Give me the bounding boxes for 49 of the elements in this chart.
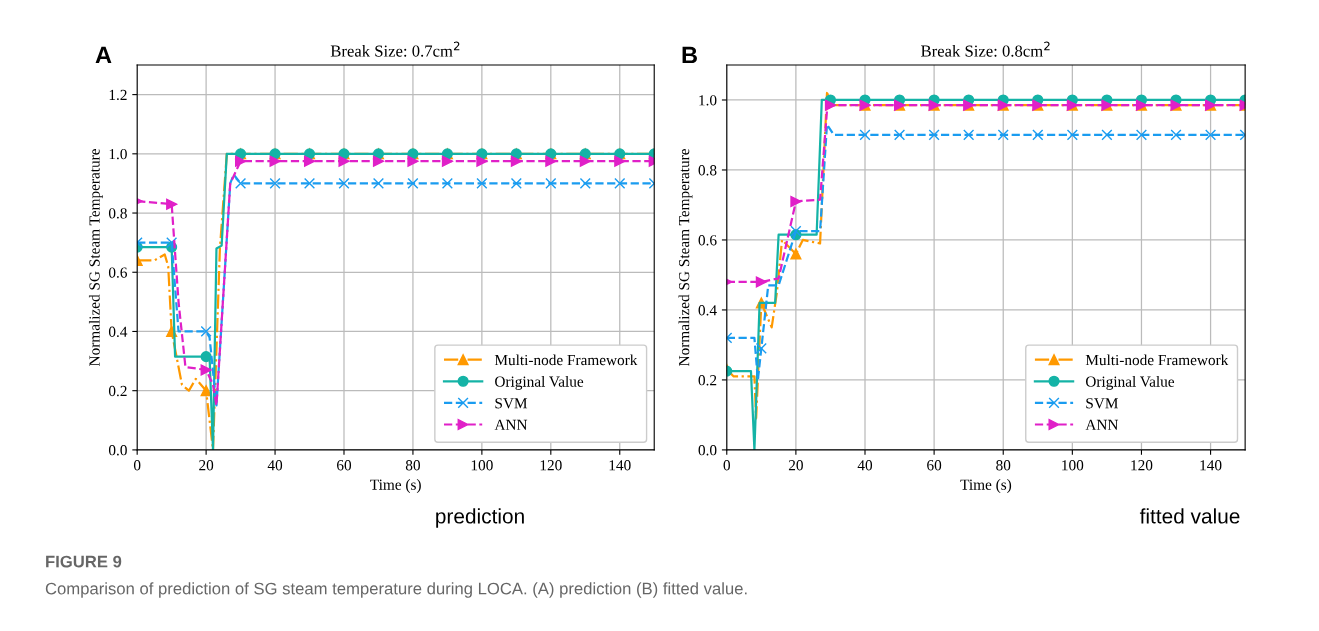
text: Comparison of prediction of SG steam temperature during LOCA. (A) prediction (B) fitted value. (45, 582, 747, 598)
x-tick-label: 100 (1062, 460, 1084, 471)
x-tick-label: 40 (267, 460, 283, 471)
y-tick-label: 1.0 (699, 95, 717, 106)
y-tick-label: 0.8 (698, 165, 717, 176)
legend-label: ANN (1085, 419, 1119, 430)
y-tick-label: 0.6 (108, 267, 127, 278)
caption: FIGURE 9 (46, 555, 122, 568)
x-tick-label: 20 (788, 460, 803, 471)
x-axis-title: Time (s) (960, 479, 1012, 493)
legend-label: Multi-node Framework (494, 354, 638, 366)
y-tick-label: 0.0 (108, 445, 127, 456)
y-tick-label: 0.4 (108, 326, 128, 337)
text: fitted value (1139, 508, 1240, 524)
x-tick-label: 80 (996, 460, 1011, 471)
x-tick-label: 0 (723, 460, 731, 471)
x-tick-label: 100 (471, 460, 493, 471)
x-tick-label: 0 (133, 460, 141, 471)
legend-label: Original Value (495, 376, 584, 390)
legend-label: ANN (494, 419, 528, 430)
y-tick-label: 1.2 (109, 89, 127, 101)
y-tick-label: 0.2 (108, 385, 127, 397)
text: prediction (436, 508, 524, 528)
y-tick-label: 0.6 (698, 235, 717, 246)
x-tick-label: 60 (337, 460, 352, 471)
x-tick-label: 80 (405, 460, 420, 471)
x-tick-label: 120 (540, 460, 562, 471)
y-axis-title: Normalized SG Steam Temperature (678, 148, 693, 366)
y-tick-label: 0.4 (698, 305, 717, 316)
y-tick-label: 1.0 (109, 148, 127, 160)
legend-label: SVM (495, 398, 528, 409)
y-tick-label: 0.8 (108, 208, 127, 219)
text: B (682, 46, 697, 64)
legend-label: SVM (1086, 398, 1119, 409)
chart-title: Break Size: 0.7cm$^{2}$ (330, 41, 460, 57)
y-axis-title: Normalized SG Steam Temperature (88, 148, 103, 366)
text: A (95, 46, 112, 64)
x-axis-title: Time (s) (370, 479, 421, 493)
x-tick-label: 20 (199, 460, 214, 471)
legend-label: Multi-node Framework (1085, 354, 1229, 366)
x-tick-label: 140 (609, 460, 631, 471)
y-tick-label: 0.0 (698, 445, 717, 456)
x-tick-label: 120 (1131, 460, 1153, 471)
legend-label: Original Value (1085, 376, 1175, 390)
y-tick-label: 0.2 (698, 375, 717, 386)
x-tick-label: 40 (857, 460, 873, 471)
x-tick-label: 140 (1200, 460, 1222, 471)
chart-title: Break Size: 0.8cm$^{2}$ (921, 41, 1050, 57)
x-tick-label: 60 (927, 460, 942, 471)
